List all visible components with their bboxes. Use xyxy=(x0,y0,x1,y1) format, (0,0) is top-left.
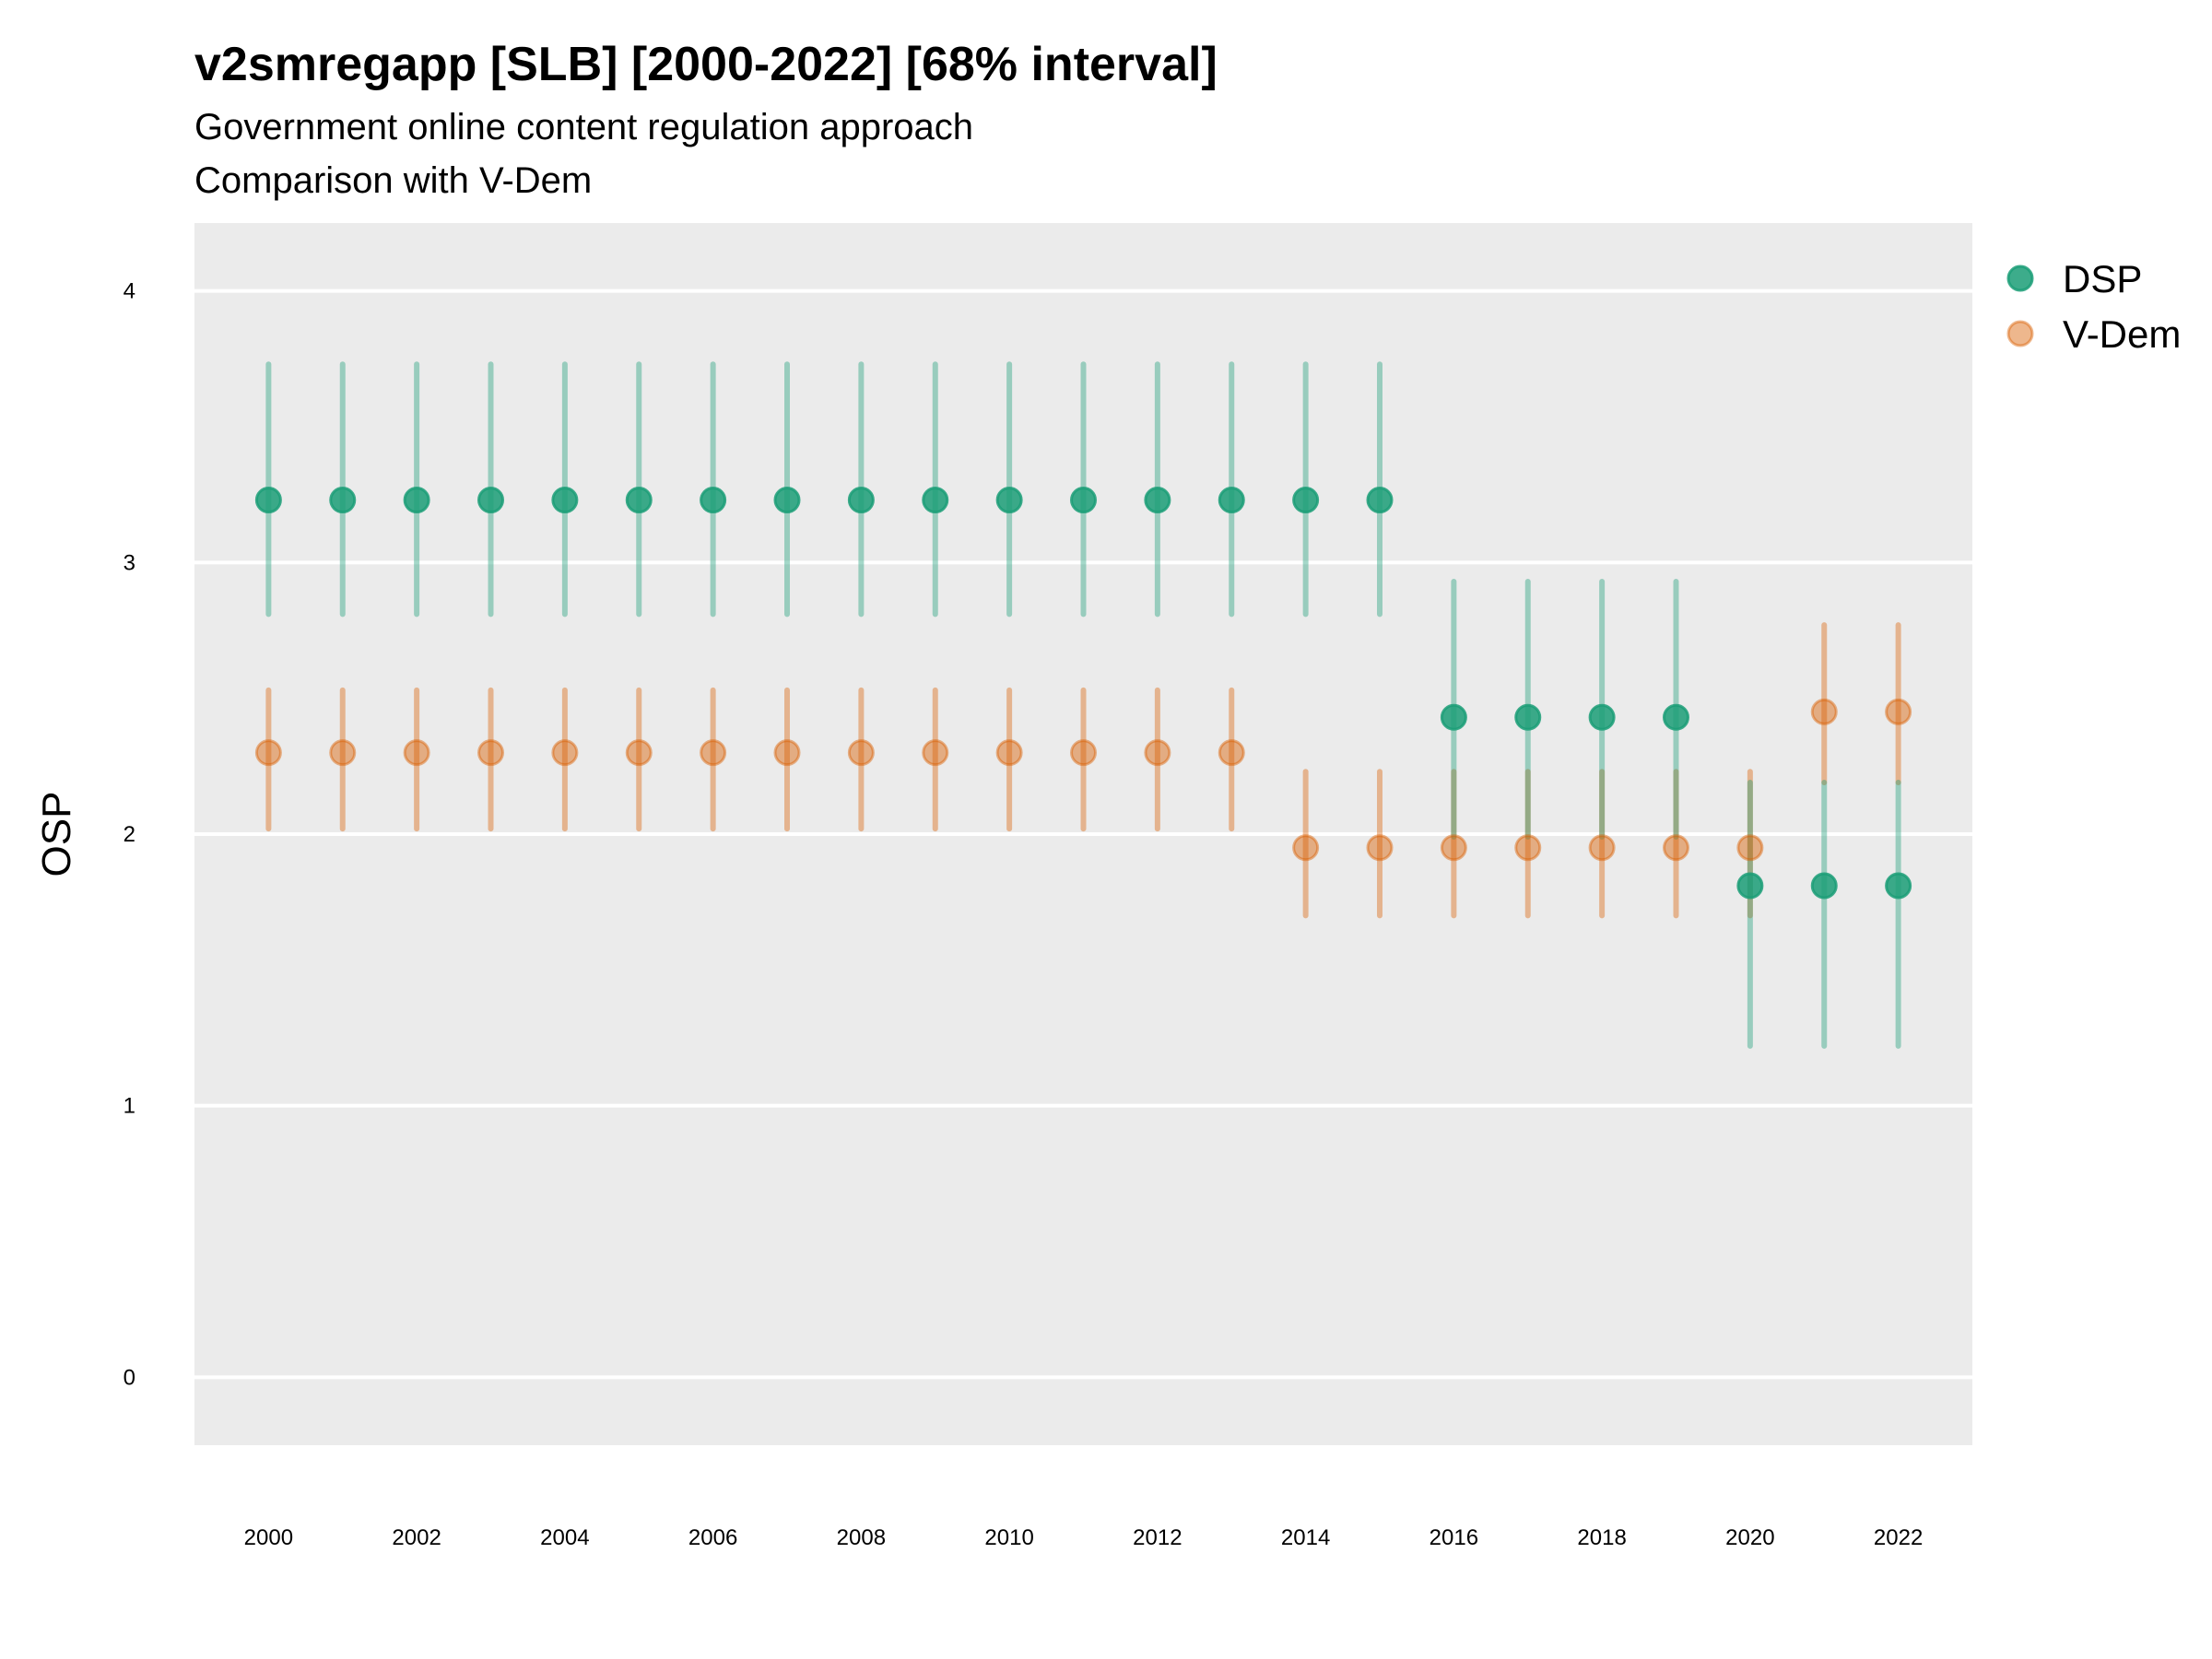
vdem-point-2021 xyxy=(1810,698,1838,725)
chart-subtitle-comparison: Comparison with V-Dem xyxy=(194,160,593,201)
vdem-point-2022 xyxy=(1885,698,1912,725)
dsp-point-2000 xyxy=(254,487,282,514)
y-tick-label: 3 xyxy=(124,550,135,575)
vdem-point-2005 xyxy=(625,739,653,767)
legend-key-vdem xyxy=(2006,320,2034,347)
vdem-point-2017 xyxy=(1514,834,1542,862)
chart-subtitle: Government online content regulation app… xyxy=(194,107,973,147)
dsp-point-2008 xyxy=(847,487,875,514)
dsp-point-2012 xyxy=(1144,487,1171,514)
legend-key-dsp xyxy=(2006,265,2034,292)
y-axis-label: OSP xyxy=(34,792,79,877)
dsp-point-2009 xyxy=(922,487,949,514)
x-tick-label: 2000 xyxy=(244,1525,293,1550)
dsp-point-2016 xyxy=(1440,703,1467,731)
y-tick-label: 0 xyxy=(124,1365,135,1390)
dsp-point-2005 xyxy=(625,487,653,514)
x-tick-label: 2002 xyxy=(392,1525,441,1550)
dsp-point-2020 xyxy=(1736,872,1764,900)
chart-title: v2smregapp [SLB] [2000-2022] [68% interv… xyxy=(194,38,1218,91)
legend-label-vdem: V-Dem xyxy=(2063,312,2181,356)
dsp-point-2002 xyxy=(403,487,430,514)
x-tick-label: 2004 xyxy=(540,1525,589,1550)
vdem-point-2018 xyxy=(1588,834,1616,862)
dsp-point-2010 xyxy=(995,487,1023,514)
vdem-point-2003 xyxy=(477,739,504,767)
x-tick-label: 2006 xyxy=(688,1525,737,1550)
vdem-point-2000 xyxy=(254,739,282,767)
dsp-point-2018 xyxy=(1588,703,1616,731)
dsp-point-2011 xyxy=(1070,487,1097,514)
dsp-point-2014 xyxy=(1292,487,1320,514)
vdem-point-2009 xyxy=(922,739,949,767)
dsp-point-2021 xyxy=(1810,872,1838,900)
dsp-point-2001 xyxy=(329,487,357,514)
dsp-point-2006 xyxy=(700,487,727,514)
dsp-point-2013 xyxy=(1218,487,1245,514)
vdem-point-2019 xyxy=(1663,834,1689,862)
vdem-point-2015 xyxy=(1366,834,1394,862)
dsp-point-2003 xyxy=(477,487,504,514)
y-tick-label: 4 xyxy=(124,279,135,304)
y-tick-label: 2 xyxy=(124,822,135,847)
vdem-point-2004 xyxy=(551,739,579,767)
vdem-point-2008 xyxy=(847,739,875,767)
vdem-point-2014 xyxy=(1292,834,1320,862)
dsp-point-2004 xyxy=(551,487,579,514)
vdem-point-2013 xyxy=(1218,739,1245,767)
legend: DSP V-Dem xyxy=(2006,257,2181,356)
dsp-point-2022 xyxy=(1885,872,1912,900)
x-tick-label: 2020 xyxy=(1725,1525,1774,1550)
dsp-point-2019 xyxy=(1663,703,1689,731)
vdem-point-2006 xyxy=(700,739,727,767)
vdem-point-2010 xyxy=(995,739,1023,767)
vdem-point-2002 xyxy=(403,739,430,767)
x-tick-label: 2014 xyxy=(1281,1525,1330,1550)
legend-label-dsp: DSP xyxy=(2063,257,2142,300)
vdem-point-2011 xyxy=(1070,739,1097,767)
x-tick-label: 2022 xyxy=(1874,1525,1923,1550)
dsp-point-2017 xyxy=(1514,703,1542,731)
vdem-point-2012 xyxy=(1144,739,1171,767)
vdem-point-2016 xyxy=(1440,834,1467,862)
vdem-point-2001 xyxy=(329,739,357,767)
x-tick-label: 2010 xyxy=(984,1525,1033,1550)
x-tick-label: 2008 xyxy=(837,1525,886,1550)
vdem-point-2020 xyxy=(1736,834,1764,862)
vdem-point-2007 xyxy=(773,739,801,767)
x-tick-label: 2012 xyxy=(1133,1525,1182,1550)
x-tick-label: 2018 xyxy=(1577,1525,1626,1550)
x-tick-label: 2016 xyxy=(1430,1525,1478,1550)
dsp-point-2007 xyxy=(773,487,801,514)
dsp-point-2015 xyxy=(1366,487,1394,514)
y-tick-label: 1 xyxy=(124,1094,135,1119)
